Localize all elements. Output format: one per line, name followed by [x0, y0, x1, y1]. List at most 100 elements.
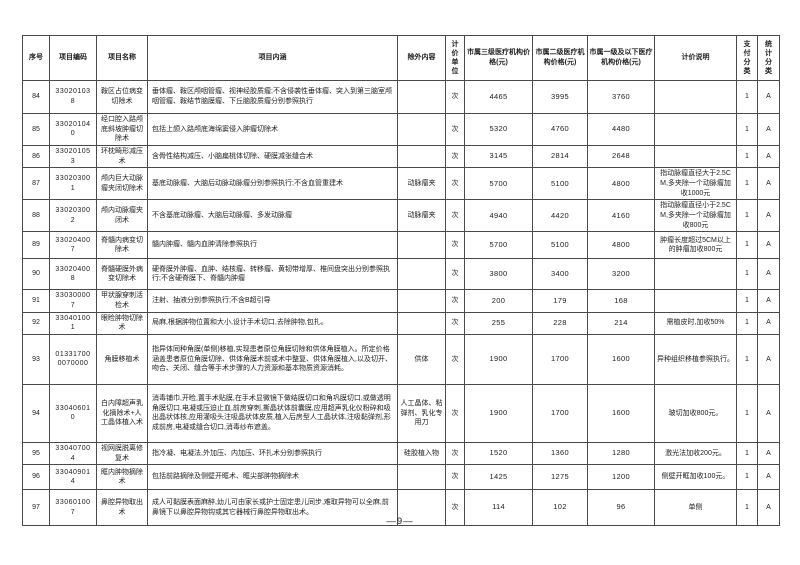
stat-class-cell: A: [757, 464, 780, 491]
table-row: 84 330201038 鞍区占位病变切除术 垂体瘤、鞍区颅咽管瘤、视神经胶质瘤;不含…: [22, 80, 780, 114]
price-tier2-cell: 1275: [532, 464, 588, 491]
price-tier3-cell: 5700: [464, 167, 533, 201]
row-number-cell: 87: [22, 167, 50, 201]
price-tier2-cell: 179: [532, 289, 588, 313]
unit-cell: 次: [445, 144, 465, 169]
table-row: 86 330201053 环枕畸形减压术 含骨性结构减压、小脑扁桃体切除、硬膜减张缝合…: [22, 144, 780, 169]
price-tier3-cell: 4465: [464, 80, 533, 114]
pricing-note-cell: 侧壁开眶加收100元。: [654, 464, 737, 491]
price-tier2-cell: 5100: [532, 167, 588, 201]
project-content-cell: 垂体瘤、鞍区颅咽管瘤、视神经胶质瘤;不含侵袭性垂体瘤、突入到第三脑室颅咽管瘤、鞍…: [147, 80, 398, 114]
payment-class-cell: 1: [736, 199, 758, 233]
exclusion-cell: [397, 113, 446, 146]
row-number-cell: 97: [22, 489, 50, 527]
pricing-note-cell: [654, 113, 737, 146]
project-name-cell: 经口腔入路颅底斜坡肿瘤切除术: [96, 113, 148, 146]
unit-cell: 次: [445, 464, 465, 491]
project-name-cell: 鞍区占位病变切除术: [96, 80, 148, 114]
project-code-cell: 330204008: [49, 258, 97, 291]
price-tier3-cell: 1520: [464, 441, 533, 466]
table-row: 94 330406010 白内障超声乳化摘除术+人工晶体植入术 消毒铺巾,开睑,置手术…: [22, 383, 780, 443]
header-exclusion: 除外内容: [397, 35, 446, 81]
stat-class-cell: A: [757, 199, 780, 233]
price-tier1-cell: 1600: [587, 383, 655, 443]
price-tier1-cell: 214: [587, 311, 655, 335]
price-tier2-cell: 1700: [532, 333, 588, 385]
payment-class-cell: 1: [736, 258, 758, 291]
row-number-cell: 89: [22, 231, 50, 260]
project-content-cell: 成人可黏膜表面麻醉,幼儿可由家长或护士固定患儿同步,难取异物可以全麻,前鼻镜下以…: [147, 489, 398, 527]
price-tier2-cell: 4760: [532, 113, 588, 146]
table-row: 88 330203002 颅内动脉瘤夹闭术 不含基底动脉瘤、大脑后动脉瘤、多发动脉瘤动…: [22, 199, 780, 233]
project-content-cell: 髓内肿瘤、髓内血肿清除参照执行: [147, 231, 398, 260]
price-tier2-cell: 3400: [532, 258, 588, 291]
project-content-cell: 指异体同种角膜(单侧)移植,实现患者原位角膜切除和供体角膜植入。所定价格涵盖患者…: [147, 333, 398, 385]
price-tier1-cell: 4480: [587, 113, 655, 146]
price-tier3-cell: 114: [464, 489, 533, 527]
unit-cell: 次: [445, 231, 465, 260]
pricing-note-cell: 异种组织移植参照执行。: [654, 333, 737, 385]
header-price-tier3: 市属三级医疗机构价格(元): [464, 35, 533, 81]
project-name-cell: 眶内肿物摘除术: [96, 464, 148, 491]
table-row: 91 330300007 甲状腺穿刺活检术 注射、抽液分别参照执行;不含B超引导 次 20…: [22, 289, 780, 313]
project-content-cell: 基底动脉瘤、大脑后动脉动脉瘤分别参照执行;不含血管重建术: [147, 167, 398, 201]
price-tier3-cell: 1900: [464, 333, 533, 385]
exclusion-cell: 动脉瘤夹: [397, 167, 446, 201]
project-code-cell: 330203001: [49, 167, 97, 201]
unit-cell: 次: [445, 167, 465, 201]
price-tier1-cell: 1200: [587, 464, 655, 491]
pricing-note-cell: 肿瘤长度超过5CM以上的肿瘤加收800元: [654, 231, 737, 260]
price-tier1-cell: 3760: [587, 80, 655, 114]
project-content-cell: 不含基底动脉瘤、大脑后动脉瘤、多发动脉瘤: [147, 199, 398, 233]
project-code-cell: 330201053: [49, 144, 97, 169]
project-code-cell: 330201038: [49, 80, 97, 114]
table-row: 92 330401001 眼睑肿物切除术 局麻,根据肿物位置和大小,设计手术切口,去除…: [22, 311, 780, 335]
project-name-cell: 眼睑肿物切除术: [96, 311, 148, 335]
price-tier2-cell: 1700: [532, 383, 588, 443]
table-row: 90 330204008 脊髓硬膜外病变切除术 硬脊膜外肿瘤、血肿、结核瘤、转移瘤、黄…: [22, 258, 780, 291]
pricing-note-cell: 需植皮时,加收50%: [654, 311, 737, 335]
row-number-cell: 84: [22, 80, 50, 114]
price-tier1-cell: 4800: [587, 231, 655, 260]
stat-class-cell: A: [757, 231, 780, 260]
price-tier1-cell: 1600: [587, 333, 655, 385]
stat-class-cell: A: [757, 144, 780, 169]
project-code-cell: 330401001: [49, 311, 97, 335]
header-stat-class-label: 统计分类: [765, 40, 772, 75]
unit-cell: 次: [445, 311, 465, 335]
header-row-number: 序号: [22, 35, 50, 81]
table-row: 95 330407004 视网膜脱离修复术 指冷凝、电凝法,外加压、内加压、环扎术分别…: [22, 441, 780, 466]
row-number-cell: 93: [22, 333, 50, 385]
stat-class-cell: A: [757, 80, 780, 114]
project-content-cell: 包括前路摘除及侧壁开眶术、眶尖部肿物摘除术: [147, 464, 398, 491]
price-tier2-cell: 228: [532, 311, 588, 335]
price-tier3-cell: 200: [464, 289, 533, 313]
price-tier1-cell: 3200: [587, 258, 655, 291]
project-code-cell: 330406010: [49, 383, 97, 443]
price-tier2-cell: 5100: [532, 231, 588, 260]
table-header-row: 序号 项目编码 项目名称 项目内涵 除外内容 计价单位 市属三级医疗机构价格(元…: [22, 35, 780, 81]
row-number-cell: 90: [22, 258, 50, 291]
pricing-note-cell: 指动脉瘤直径小于2.5CM,多夹除一个动脉瘤加收800元: [654, 199, 737, 233]
row-number-cell: 91: [22, 289, 50, 313]
price-tier1-cell: 4160: [587, 199, 655, 233]
row-number-cell: 94: [22, 383, 50, 443]
row-number-cell: 88: [22, 199, 50, 233]
exclusion-cell: [397, 464, 446, 491]
table-row: 85 330201040 经口腔入路颅底斜坡肿瘤切除术 包括上颌入路颅底海绵窦侵入肿瘤…: [22, 113, 780, 146]
unit-cell: 次: [445, 199, 465, 233]
medical-price-table: 序号 项目编码 项目名称 项目内涵 除外内容 计价单位 市属三级医疗机构价格(元…: [22, 35, 780, 527]
project-name-cell: 颅内动脉瘤夹闭术: [96, 199, 148, 233]
price-tier2-cell: 1360: [532, 441, 588, 466]
unit-cell: 次: [445, 383, 465, 443]
project-content-cell: 包括上颌入路颅底海绵窦侵入肿瘤切除术: [147, 113, 398, 146]
pricing-note-cell: 单侧: [654, 489, 737, 527]
header-unit: 计价单位: [445, 35, 465, 81]
header-stat-class: 统计分类: [757, 35, 780, 81]
table-row: 93 013317000070000 角膜移植术 指异体同种角膜(单侧)移植,实现患者…: [22, 333, 780, 385]
project-name-cell: 角膜移植术: [96, 333, 148, 385]
exclusion-cell: [397, 144, 446, 169]
table-row: 96 330409014 眶内肿物摘除术 包括前路摘除及侧壁开眶术、眶尖部肿物摘除术 次…: [22, 464, 780, 491]
pricing-note-cell: 玻切加收800元。: [654, 383, 737, 443]
